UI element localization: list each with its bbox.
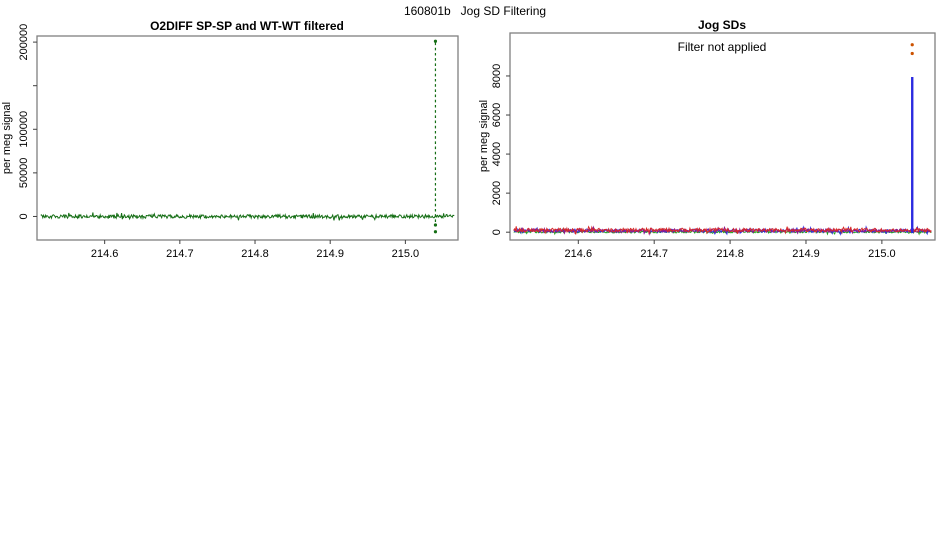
right-chart: Jog SDs per meg signal Filter not applie… (478, 18, 936, 260)
outlier-point (910, 51, 914, 56)
x-axis-tick-label: 214.9 (316, 248, 344, 260)
outlier-point (910, 43, 914, 47)
plot-box (36, 35, 459, 241)
x-axis-tick-label: 214.8 (716, 248, 744, 260)
y-axis-tick-label: 2000 (491, 181, 503, 205)
y-axis-tick-label: 8000 (491, 64, 503, 88)
right-chart-title: Jog SDs (698, 18, 746, 32)
x-axis-tick-label: 214.7 (166, 248, 194, 260)
x-axis-tick-label: 215.0 (392, 248, 420, 260)
outlier-point (433, 223, 438, 227)
x-axis-tick-label: 214.6 (565, 248, 593, 260)
x-axis-tick-label: 214.9 (792, 248, 820, 260)
y-axis-tick-label: 0 (491, 229, 503, 235)
figure-main-title: 160801b Jog SD Filtering (403, 4, 547, 18)
right-chart-ylabel: per meg signal (478, 100, 490, 172)
series-jog-sd-red (513, 225, 932, 235)
y-axis-tick-label: 0 (18, 213, 30, 219)
y-axis-tick-label: 6000 (491, 103, 503, 127)
left-chart-title: O2DIFF SP-SP and WT-WT filtered (150, 19, 344, 33)
series-o2diff-sp-sp-wt-wt-filtered (40, 212, 455, 222)
outlier-point (433, 39, 438, 43)
y-axis-tick-label: 100000 (18, 111, 30, 148)
x-axis-tick-label: 215.0 (868, 248, 896, 260)
outlier-point (433, 230, 438, 234)
y-axis-tick-label: 200000 (18, 24, 30, 61)
y-axis-tick-label: 4000 (491, 142, 503, 166)
x-axis-tick-label: 214.8 (241, 248, 269, 260)
plot-box (509, 32, 936, 241)
left-chart: O2DIFF SP-SP and WT-WT filtered per meg … (1, 19, 459, 260)
filter-annotation: Filter not applied (678, 40, 767, 54)
x-axis-tick-label: 214.6 (91, 248, 119, 260)
plots-svg: O2DIFF SP-SP and WT-WT filtered per meg … (1, 18, 936, 260)
y-axis-tick-label: 50000 (18, 158, 30, 189)
x-axis-tick-label: 214.7 (640, 248, 668, 260)
left-chart-ylabel: per meg signal (1, 102, 13, 174)
